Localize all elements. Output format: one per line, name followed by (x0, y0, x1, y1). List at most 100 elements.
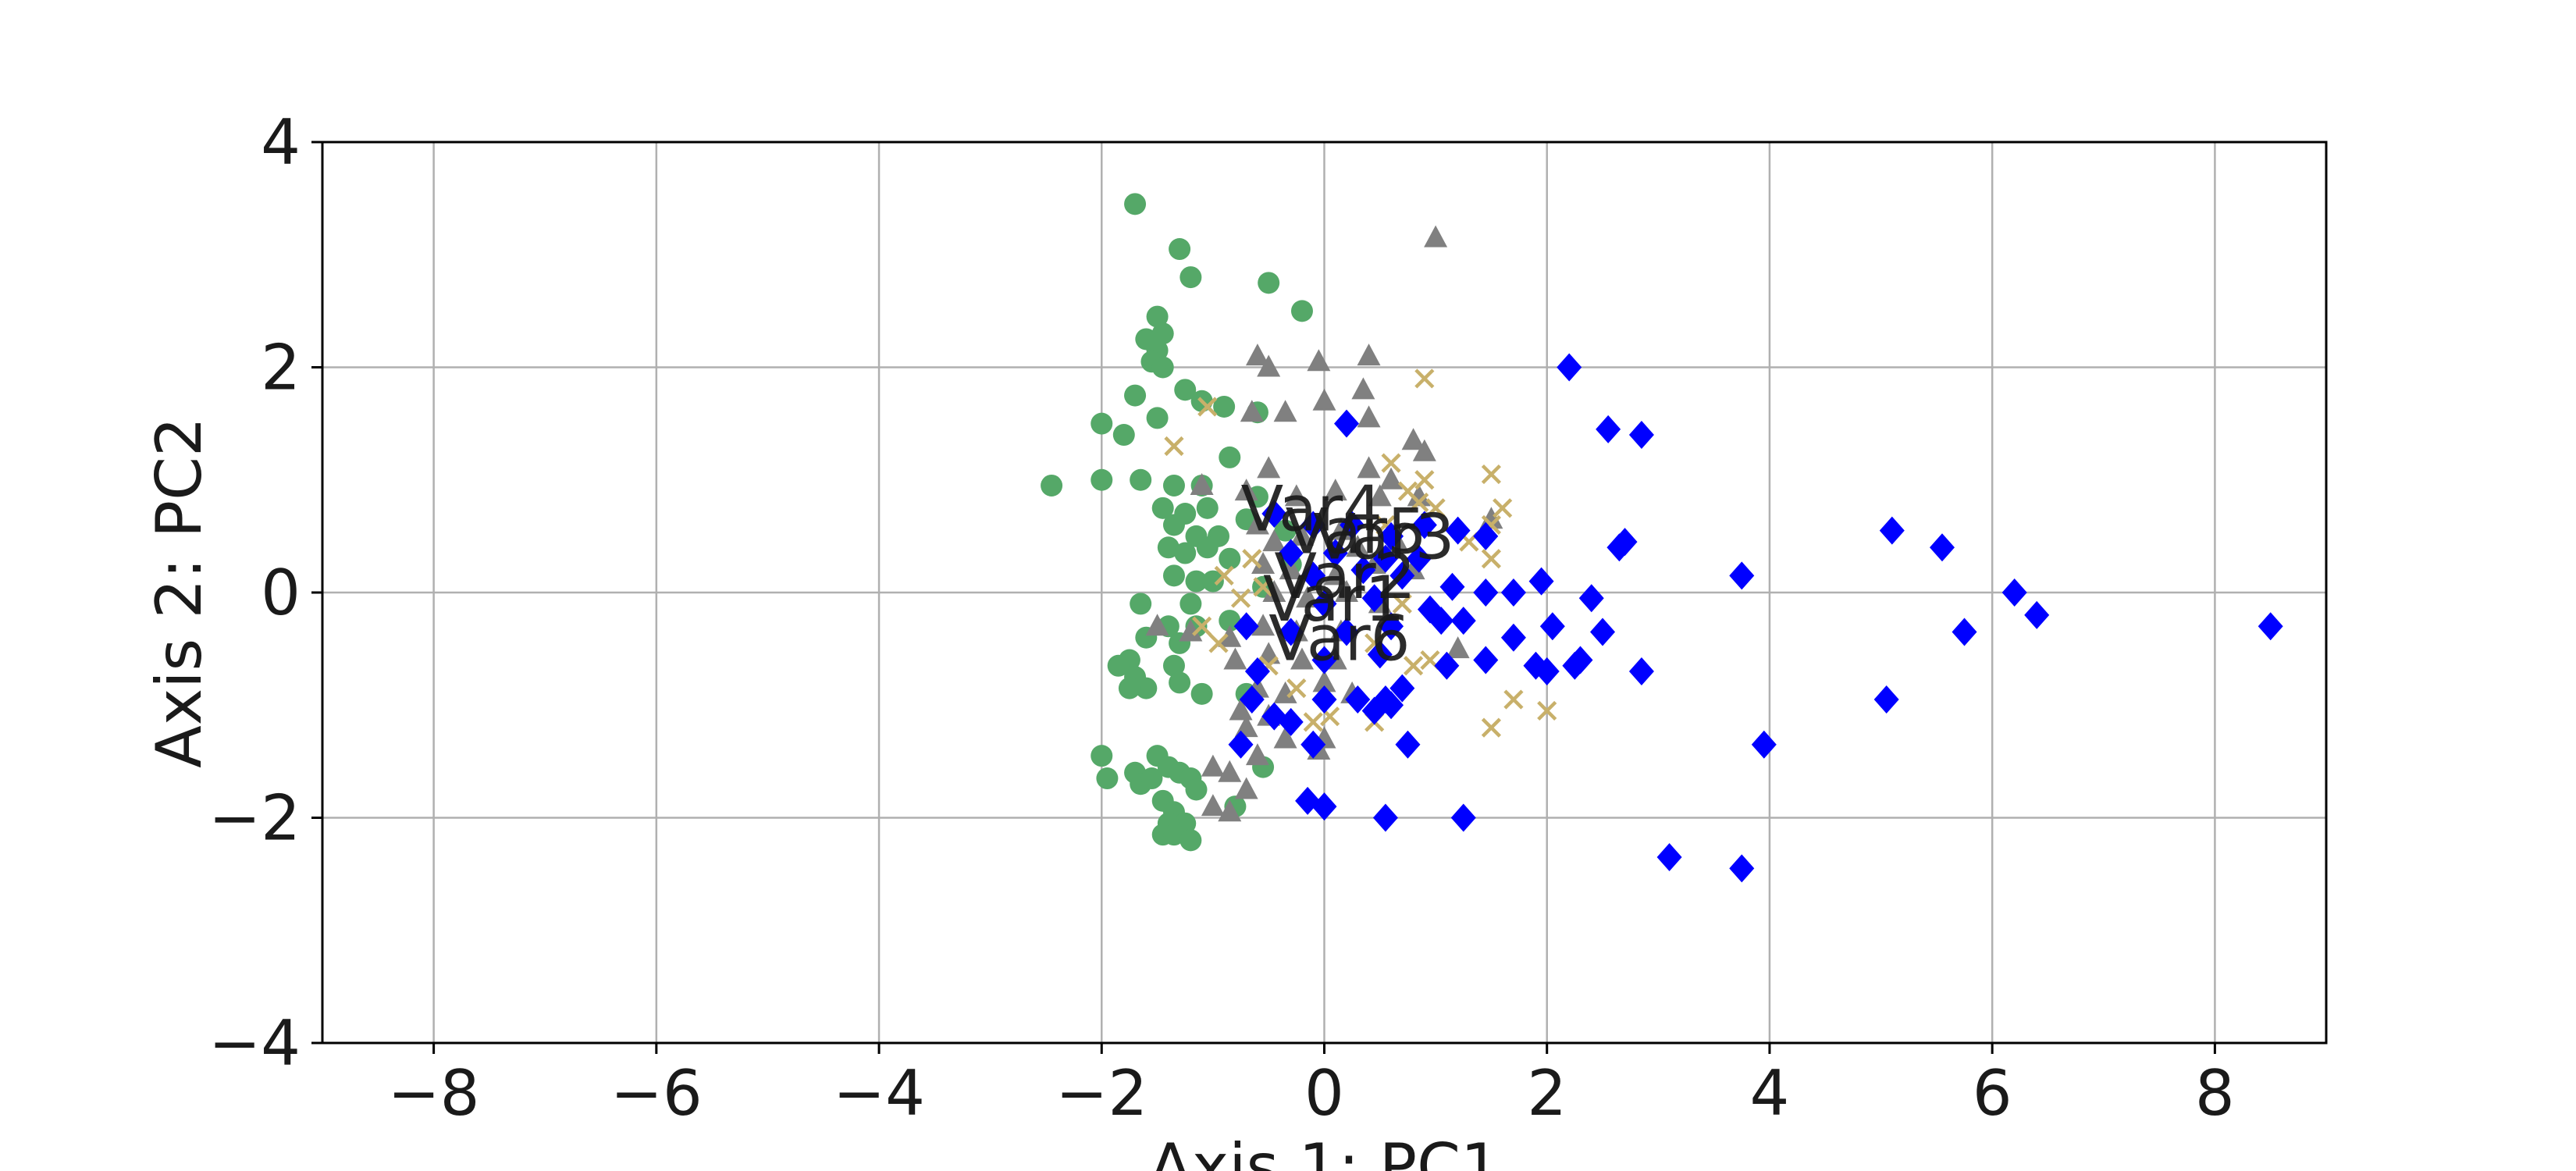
data-point (1174, 379, 1197, 401)
data-point (1196, 536, 1219, 559)
data-point (1239, 685, 1265, 714)
x-tick-label: 2 (1527, 1057, 1567, 1130)
data-point (1335, 580, 1359, 602)
data-point (1218, 799, 1242, 822)
data-point (1096, 767, 1119, 790)
data-point (1367, 640, 1393, 669)
data-point (1312, 388, 1336, 411)
data-point (1279, 557, 1303, 580)
data-point (1537, 700, 1557, 721)
data-point (2024, 600, 2050, 629)
data-point (1197, 397, 1218, 417)
x-tick-label: 4 (1749, 1057, 1789, 1130)
data-point (1192, 616, 1212, 636)
data-point (1278, 618, 1304, 646)
data-point (1557, 353, 1582, 382)
data-point (1257, 354, 1281, 377)
data-point (1379, 467, 1404, 489)
x-tick-label: 0 (1304, 1057, 1344, 1130)
data-point (1329, 518, 1353, 540)
data-point (1379, 612, 1404, 641)
data-point (1179, 829, 1202, 852)
data-point (1334, 618, 1360, 646)
data-point (1091, 468, 1113, 491)
data-point (1135, 677, 1158, 699)
x-tick-label: 6 (1973, 1057, 2012, 1130)
data-point (1403, 656, 1424, 676)
data-point (1234, 777, 1258, 799)
data-point (1290, 647, 1314, 670)
data-point (1729, 854, 1755, 883)
data-point (1528, 567, 1554, 596)
data-point (1162, 824, 1185, 846)
data-point (1124, 193, 1147, 215)
data-point (1273, 400, 1297, 422)
data-point (1340, 511, 1365, 539)
data-point (1412, 439, 1436, 461)
data-point (1334, 409, 1360, 438)
data-point (1311, 792, 1337, 821)
data-point (1257, 456, 1281, 479)
data-point (1368, 484, 1392, 507)
data-point (1312, 670, 1336, 692)
data-point (1323, 479, 1347, 501)
data-point (1190, 472, 1214, 495)
data-point (1091, 745, 1113, 767)
data-point (1357, 456, 1381, 479)
data-point (1381, 453, 1401, 473)
data-point (1169, 671, 1191, 694)
data-point (1218, 760, 1242, 782)
data-point (1481, 549, 1502, 569)
data-point (1406, 544, 1432, 573)
data-point (1414, 368, 1435, 389)
data-point (1372, 544, 1398, 573)
data-point (1151, 497, 1174, 519)
variable-label: Var1 (1263, 563, 1404, 635)
data-point (1261, 500, 1287, 529)
data-point (1656, 842, 1682, 871)
data-point (1425, 498, 1446, 518)
data-point (1214, 565, 1234, 586)
data-point (1245, 512, 1269, 535)
data-point (1473, 646, 1499, 674)
variable-label: Var4 (1241, 473, 1382, 546)
data-point (1151, 322, 1174, 345)
data-point (1162, 474, 1185, 497)
axis-ticks: −8 −6 −4 −2 0 2 4 6 8 −4 −2 0 2 4 (208, 106, 2235, 1130)
data-point (1929, 533, 1955, 562)
data-point (1473, 578, 1499, 607)
y-axis-title: Axis 2: PC2 (143, 417, 215, 768)
data-point (1503, 689, 1524, 710)
data-point (1213, 395, 1236, 418)
data-point (1311, 685, 1337, 714)
data-point (1389, 674, 1415, 703)
data-point (1162, 654, 1185, 677)
data-point (1245, 743, 1269, 766)
data-point (1262, 580, 1286, 602)
data-point (1164, 436, 1184, 457)
data-point (1140, 767, 1163, 790)
data-point (1174, 542, 1197, 564)
data-point (1411, 511, 1437, 539)
data-point (1273, 681, 1297, 703)
data-point (1201, 794, 1225, 817)
data-point (1286, 678, 1307, 699)
data-point (1253, 577, 1273, 597)
data-point (1278, 539, 1304, 568)
data-point (1228, 730, 1254, 759)
data-point (1445, 516, 1471, 545)
variable-label: Var6 (1268, 603, 1410, 675)
data-point (1218, 625, 1242, 647)
data-point (1590, 618, 1616, 646)
data-point (1481, 717, 1502, 738)
data-point (1361, 584, 1387, 613)
data-point (1446, 636, 1470, 659)
data-point (1245, 343, 1269, 366)
data-point (1185, 778, 1208, 801)
data-point (1409, 493, 1429, 513)
data-point (1179, 593, 1202, 615)
y-tick-label: −4 (208, 1007, 301, 1080)
x-tick-label: −8 (388, 1057, 480, 1130)
